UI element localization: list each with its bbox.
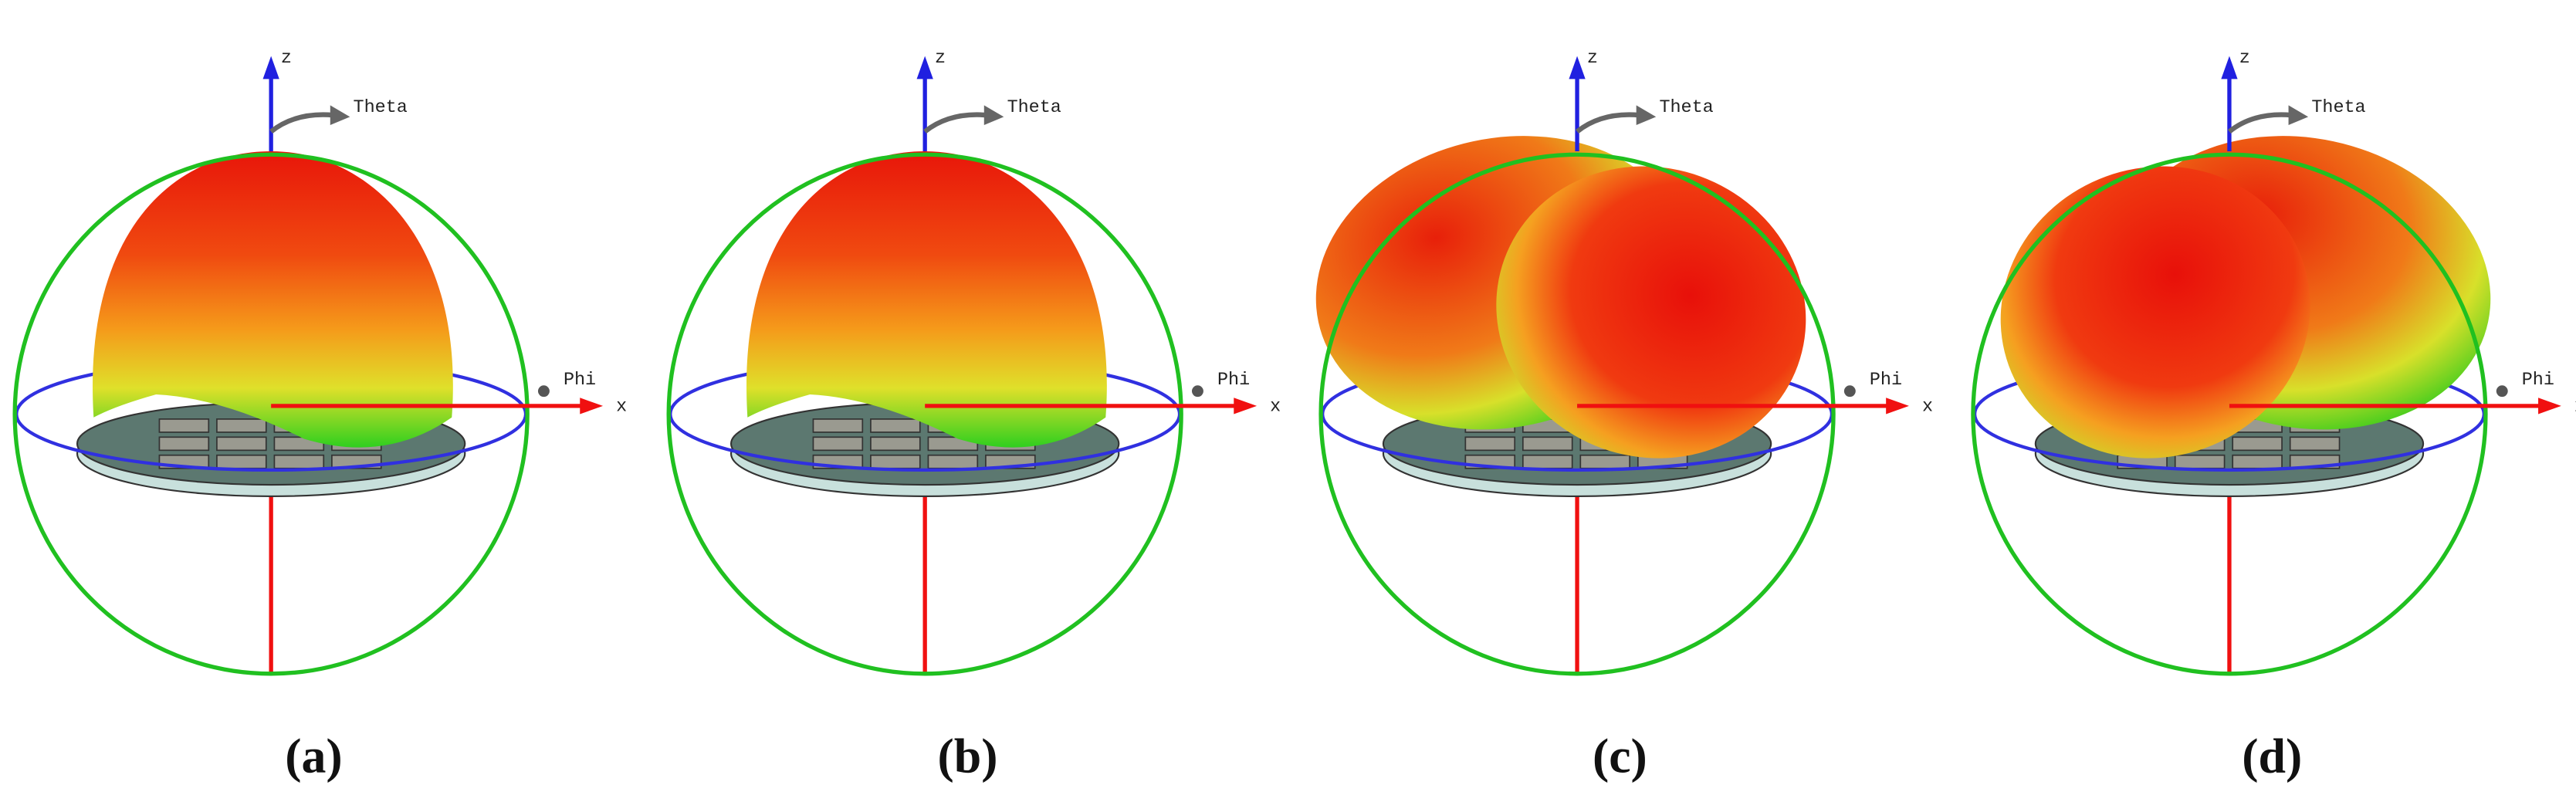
x-arrow	[1886, 398, 1909, 415]
phi-marker	[1192, 385, 1203, 398]
patch	[870, 454, 921, 469]
x-label: x	[1922, 397, 1933, 417]
patch	[216, 418, 267, 433]
patch	[812, 436, 864, 452]
radiation-lobe	[746, 151, 1107, 448]
patch	[216, 454, 267, 469]
panel-caption: (d)	[2242, 728, 2302, 783]
z-arrow	[262, 56, 279, 80]
patch	[158, 436, 210, 452]
panel-caption: (b)	[937, 728, 997, 783]
panel-caption: (c)	[1593, 728, 1647, 783]
patch	[2289, 436, 2341, 452]
theta-arrow	[2227, 112, 2293, 134]
z-label: z	[2239, 49, 2250, 69]
theta-arrowhead	[983, 105, 1004, 125]
phi-marker	[2496, 385, 2508, 398]
x-arrow	[580, 398, 604, 415]
patch	[273, 454, 325, 469]
theta-arrow	[923, 112, 988, 134]
phi-label: Phi	[2522, 371, 2554, 391]
panel: z Theta x Phi (d)	[1971, 49, 2576, 783]
theta-arrowhead	[1636, 105, 1657, 125]
bounding-sphere	[666, 152, 1183, 676]
theta-arrow	[1576, 112, 1640, 134]
theta-arrowhead	[2288, 105, 2309, 125]
phi-marker	[537, 385, 550, 398]
patch	[1579, 454, 1631, 469]
phi-label: Phi	[1217, 371, 1250, 391]
z-arrow	[2221, 56, 2238, 80]
panel-caption: (a)	[285, 728, 342, 783]
phi-label: Phi	[564, 371, 596, 391]
bounding-sphere	[1971, 152, 2488, 676]
panel: z Theta x Phi (c)	[1315, 49, 1933, 783]
phi-marker	[1843, 385, 1856, 398]
radiation-lobe-front	[1496, 166, 1806, 459]
radiation-lobe	[93, 151, 453, 448]
patch	[1522, 454, 1573, 469]
patch	[812, 418, 864, 433]
bounding-sphere	[12, 152, 530, 676]
z-label: z	[1587, 49, 1598, 69]
patch	[2174, 454, 2226, 469]
patch	[2232, 436, 2283, 452]
bounding-sphere	[1318, 152, 1836, 676]
patch	[2232, 454, 2283, 469]
theta-arrowhead	[330, 105, 350, 125]
patch	[216, 436, 267, 452]
patch	[870, 418, 921, 433]
theta-arrow	[269, 112, 334, 134]
z-arrow	[916, 56, 933, 80]
patch	[1522, 436, 1573, 452]
z-label: z	[281, 49, 292, 69]
panel: z Theta x Phi (a)	[12, 49, 627, 783]
z-arrow	[1569, 56, 1586, 80]
theta-label: Theta	[1007, 98, 1061, 118]
patch	[1464, 436, 1516, 452]
patch	[158, 418, 210, 433]
x-label: x	[616, 397, 627, 417]
theta-label: Theta	[1659, 98, 1713, 118]
x-label: x	[2574, 397, 2576, 417]
x-label: x	[1270, 397, 1281, 417]
phi-label: Phi	[1870, 371, 1902, 391]
x-arrow	[1234, 398, 1258, 415]
z-label: z	[935, 49, 946, 69]
radiation-lobe-front	[2000, 166, 2310, 459]
x-arrow	[2538, 398, 2561, 415]
patch	[927, 454, 979, 469]
theta-label: Theta	[354, 98, 408, 118]
panel: z Theta x Phi (b)	[666, 49, 1281, 783]
theta-label: Theta	[2311, 98, 2365, 118]
patch	[870, 436, 921, 452]
